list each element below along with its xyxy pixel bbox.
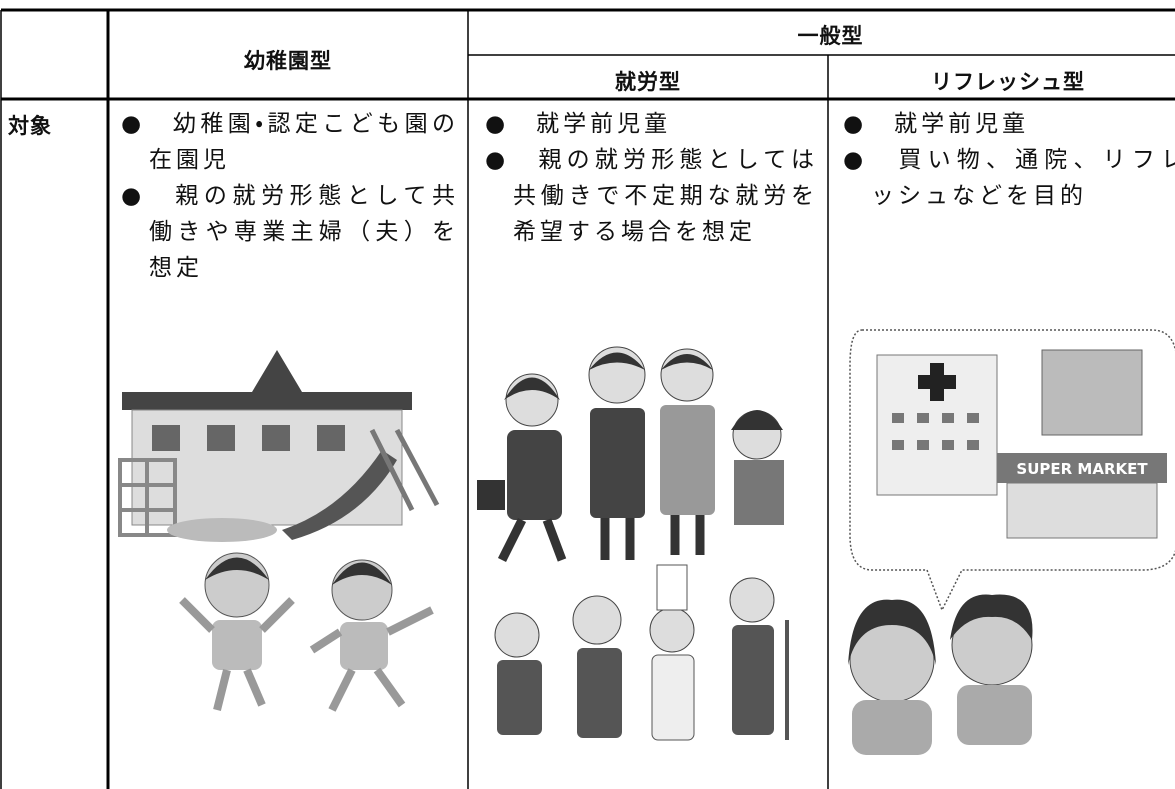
bullet: ● 就学前児童 xyxy=(485,111,672,137)
bullet: ● 買い物、通院、リフレッシュなどを目的 xyxy=(843,147,1175,209)
cell: ● 就学前児童 ● 親の就労形態としては共働きで不定期な就労を希望する場合を想定 xyxy=(485,106,818,250)
cell: ● 幼稚園・認定こども園の在園児 ● 親の就労形態として共働きや専業主婦（夫）を… xyxy=(121,106,459,286)
work-illustration xyxy=(477,346,789,741)
bullet: ● 就学前児童 xyxy=(843,111,1030,137)
header: 幼稚園型 xyxy=(244,49,332,73)
bullet: ● 親の就労形態としては共働きで不定期な就労を希望する場合を想定 xyxy=(485,147,818,245)
shop-sign: SUPER MARKET xyxy=(1016,460,1148,478)
kindergarten-illustration xyxy=(118,350,440,712)
refresh-illustration: SUPER MARKET xyxy=(848,329,1175,755)
bullet: ● 幼稚園・認定こども園の在園児 xyxy=(121,111,459,173)
bullet: ● 親の就労形態として共働きや専業主婦（夫）を想定 xyxy=(121,183,459,281)
row-label: 対象 xyxy=(8,114,52,138)
header: 就労型 xyxy=(615,70,681,94)
cell: ● 就学前児童 ● 買い物、通院、リフレッシュなどを目的 xyxy=(843,106,1175,214)
header: 一般型 xyxy=(797,24,864,48)
header: リフレッシュ型 xyxy=(931,70,1085,94)
